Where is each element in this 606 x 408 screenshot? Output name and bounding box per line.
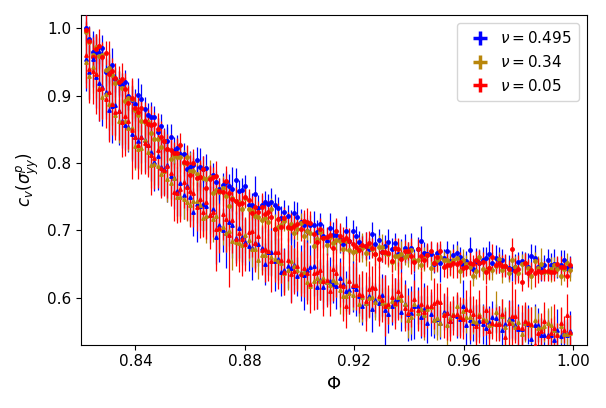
Y-axis label: $c_v(\sigma^p_{yy})$: $c_v(\sigma^p_{yy})$ [15, 153, 41, 207]
X-axis label: $\Phi$: $\Phi$ [326, 375, 341, 393]
Legend: $\nu = 0.495$, $\nu = 0.34$, $\nu = 0.05$: $\nu = 0.495$, $\nu = 0.34$, $\nu = 0.05… [458, 22, 579, 101]
